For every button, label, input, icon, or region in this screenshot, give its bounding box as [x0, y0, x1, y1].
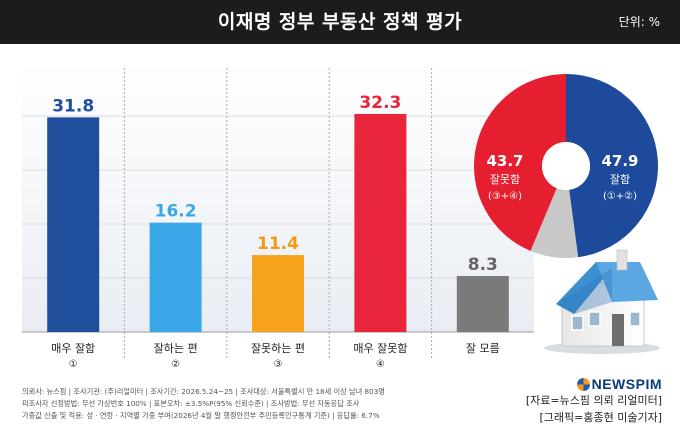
source-credit: [자료=뉴스핌 의뢰 리얼미터] — [525, 394, 662, 407]
category-label: 매우 잘못함 — [353, 342, 407, 355]
pie-name-label: 잘못함 — [490, 173, 520, 186]
logo-text: NEWSPIM — [591, 376, 662, 392]
pie-slice-positive — [566, 74, 658, 258]
page-title: 이재명 정부 부동산 정책 평가 — [217, 11, 463, 33]
unit-label: 단위: % — [618, 15, 660, 29]
newspim-logo: NEWSPIM — [526, 376, 662, 392]
bar-value-label: 32.3 — [359, 93, 401, 113]
survey-notes: 의뢰사: 뉴스핌 | 조사기관: (주)리얼미터 | 조사기간: 2026.5.… — [22, 386, 502, 422]
category-mark: ① — [69, 359, 78, 370]
category-label: 잘하는 편 — [154, 341, 198, 355]
title-bar — [0, 0, 680, 44]
graphic-credit: [그래픽=홍종현 미술기자] — [539, 411, 663, 424]
category-mark: ③ — [274, 359, 283, 370]
bar-value-label: 11.4 — [257, 234, 299, 254]
pie-mark-label: (①+②) — [603, 191, 637, 202]
bar-3 — [252, 255, 304, 332]
pie-slice-negative — [473, 74, 566, 251]
category-mark: ② — [171, 359, 180, 370]
pie-hole — [542, 142, 590, 190]
bar-value-label: 31.8 — [52, 96, 94, 116]
category-label: 매우 잘함 — [51, 342, 95, 355]
bar-1 — [47, 117, 100, 332]
bar-5 — [456, 275, 509, 332]
pie-value-label: 43.7 — [486, 152, 523, 170]
pie-value-label: 47.9 — [601, 152, 638, 170]
bar-value-label: 8.3 — [468, 255, 498, 275]
bar-value-label: 16.2 — [155, 202, 197, 222]
category-label: 잘못하는 편 — [251, 341, 305, 355]
bar-2 — [149, 222, 202, 332]
pie-name-label: 잘함 — [610, 173, 630, 186]
category-label: 잘 모름 — [466, 342, 500, 355]
house-illustration — [544, 249, 660, 354]
survey-note: 가중값 산출 및 적용: 성 · 연령 · 지역별 가중 부여(2026년 4월… — [22, 411, 380, 420]
brand-block: NEWSPIM [자료=뉴스핌 의뢰 리얼미터] [그래픽=홍종현 미술기자] — [526, 376, 662, 426]
pie-mark-label: (③+④) — [488, 191, 522, 202]
bar-4 — [354, 113, 407, 332]
category-mark: ④ — [376, 359, 385, 370]
pie-slice-remainder — [530, 188, 579, 258]
survey-note: 의뢰사: 뉴스핌 | 조사기관: (주)리얼미터 | 조사기간: 2026.5.… — [22, 387, 385, 396]
logo-icon — [576, 378, 590, 391]
survey-note: 피조사자 선정방법: 무선 가상번호 100% | 표본오차: ±3.5%P(9… — [22, 399, 360, 408]
